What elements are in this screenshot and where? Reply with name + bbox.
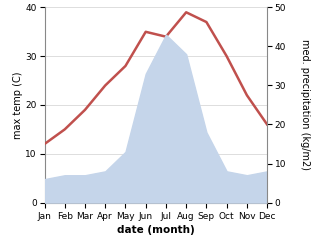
Y-axis label: max temp (C): max temp (C) xyxy=(13,71,23,139)
X-axis label: date (month): date (month) xyxy=(117,226,195,235)
Y-axis label: med. precipitation (kg/m2): med. precipitation (kg/m2) xyxy=(300,40,310,170)
